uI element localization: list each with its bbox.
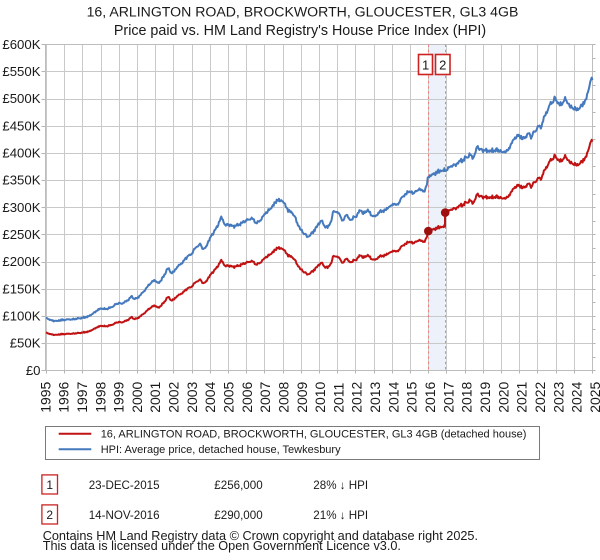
svg-text:£450K: £450K (2, 118, 40, 133)
svg-text:2025: 2025 (587, 381, 600, 412)
svg-text:2007: 2007 (257, 381, 273, 412)
svg-text:23-DEC-2015: 23-DEC-2015 (89, 479, 160, 492)
svg-text:£200K: £200K (2, 254, 40, 269)
svg-text:2005: 2005 (221, 381, 237, 412)
svg-text:2019: 2019 (477, 381, 493, 412)
svg-text:1995: 1995 (37, 381, 53, 412)
svg-text:2010: 2010 (312, 381, 328, 412)
svg-text:This data is licensed under th: This data is licensed under the Open Gov… (43, 539, 401, 553)
svg-text:2011: 2011 (330, 382, 346, 412)
svg-text:1996: 1996 (56, 381, 72, 412)
svg-text:2006: 2006 (239, 381, 255, 412)
svg-text:2003: 2003 (184, 381, 200, 412)
svg-text:£0: £0 (26, 363, 41, 378)
svg-text:2002: 2002 (166, 381, 182, 412)
svg-text:1999: 1999 (111, 381, 127, 412)
svg-text:21% ↓ HPI: 21% ↓ HPI (313, 509, 368, 522)
svg-text:2022: 2022 (532, 381, 548, 412)
svg-text:£600K: £600K (2, 37, 40, 52)
svg-text:2013: 2013 (367, 381, 383, 412)
svg-text:2014: 2014 (385, 381, 401, 412)
svg-text:2015: 2015 (404, 381, 420, 412)
svg-text:£150K: £150K (2, 281, 40, 296)
svg-text:2004: 2004 (202, 381, 218, 412)
svg-text:14-NOV-2016: 14-NOV-2016 (89, 509, 160, 522)
svg-text:2018: 2018 (459, 381, 475, 412)
svg-text:28% ↓ HPI: 28% ↓ HPI (313, 479, 368, 492)
svg-text:2001: 2001 (147, 381, 163, 412)
svg-text:Price paid vs. HM Land Registr: Price paid vs. HM Land Registry's House … (114, 23, 486, 39)
svg-text:1: 1 (422, 57, 429, 72)
svg-text:2020: 2020 (495, 381, 511, 412)
svg-text:2016: 2016 (422, 381, 438, 412)
svg-text:HPI: Average price, detached h: HPI: Average price, detached house, Tewk… (101, 444, 341, 456)
svg-text:2023: 2023 (550, 381, 566, 412)
svg-text:2009: 2009 (294, 381, 310, 412)
svg-text:£50K: £50K (10, 336, 41, 351)
svg-text:2008: 2008 (276, 381, 292, 412)
svg-text:1997: 1997 (74, 381, 90, 412)
svg-text:2: 2 (46, 508, 53, 522)
svg-text:£550K: £550K (2, 64, 40, 79)
svg-text:16, ARLINGTON ROAD, BROCKWORTH: 16, ARLINGTON ROAD, BROCKWORTH, GLOUCEST… (101, 428, 527, 440)
svg-text:2: 2 (439, 57, 446, 72)
svg-text:£256,000: £256,000 (214, 479, 262, 492)
svg-text:2017: 2017 (440, 381, 456, 412)
svg-text:2012: 2012 (349, 381, 365, 412)
svg-text:£500K: £500K (2, 91, 40, 106)
svg-text:2021: 2021 (514, 381, 530, 412)
svg-text:2024: 2024 (569, 381, 585, 412)
svg-text:£350K: £350K (2, 173, 40, 188)
svg-text:£400K: £400K (2, 146, 40, 161)
svg-text:£250K: £250K (2, 227, 40, 242)
svg-text:£290,000: £290,000 (214, 509, 262, 522)
svg-text:£100K: £100K (2, 309, 40, 324)
svg-text:2000: 2000 (129, 381, 145, 412)
svg-text:1: 1 (46, 478, 53, 492)
svg-text:Contains HM Land Registry data: Contains HM Land Registry data © Crown c… (43, 529, 478, 543)
svg-text:16, ARLINGTON ROAD, BROCKWORTH: 16, ARLINGTON ROAD, BROCKWORTH, GLOUCEST… (87, 4, 519, 20)
svg-text:£300K: £300K (2, 200, 40, 215)
svg-text:1998: 1998 (92, 381, 108, 412)
